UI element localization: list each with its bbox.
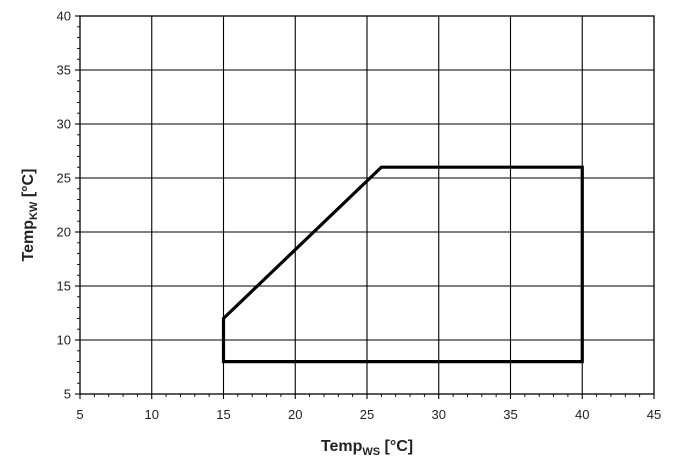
- series: [221, 165, 584, 364]
- x-tick-labels: 5 10 15 20 25 30 35 40 45: [76, 407, 661, 422]
- x-tick-label: 40: [575, 407, 589, 422]
- y-tick-label: 5: [64, 387, 71, 402]
- minor-ticks: [77, 26, 641, 397]
- x-axis-label: TempWS [°C]: [321, 438, 413, 458]
- x-tick-label: 5: [76, 407, 83, 422]
- y-tick-label: 10: [57, 333, 71, 348]
- y-tick-label: 20: [57, 225, 71, 240]
- plot-area-frame: [79, 15, 655, 395]
- x-tick-label: 25: [360, 407, 374, 422]
- y-tick-label: 40: [57, 9, 71, 24]
- x-tick-label: 15: [216, 407, 230, 422]
- y-tick-label: 35: [57, 63, 71, 78]
- x-tick-label: 45: [647, 407, 661, 422]
- x-tick-label: 30: [432, 407, 446, 422]
- x-tick-label: 10: [145, 407, 159, 422]
- y-tick-labels: 5 10 15 20 25 30 35 40: [57, 9, 71, 402]
- y-axis-label: TempKW [°C]: [20, 169, 40, 262]
- grid: [75, 15, 655, 399]
- x-tick-label: 20: [288, 407, 302, 422]
- y-tick-label: 30: [57, 117, 71, 132]
- x-tick-label: 35: [503, 407, 517, 422]
- y-tick-label: 25: [57, 171, 71, 186]
- y-tick-label: 15: [57, 279, 71, 294]
- series-envelope-line: [221, 165, 584, 364]
